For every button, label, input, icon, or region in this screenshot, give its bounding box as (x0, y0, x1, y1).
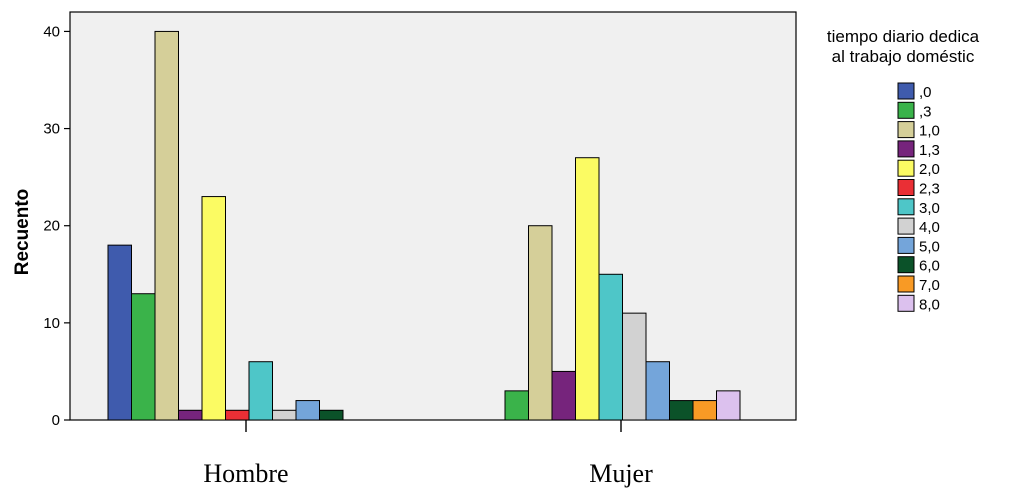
legend-label: 5,0 (919, 238, 940, 255)
legend-label: 2,3 (919, 181, 940, 198)
y-tick-label: 0 (52, 412, 60, 429)
legend-swatch (897, 275, 915, 293)
plot-area (69, 11, 797, 421)
legend-label: 2,0 (919, 161, 940, 178)
legend-label: 1,0 (919, 123, 940, 140)
bar-mujer-9 (669, 400, 694, 421)
y-tick-label: 40 (43, 23, 60, 40)
legend-swatch (897, 121, 915, 139)
legend-swatch (897, 179, 915, 196)
bar-hombre-3 (178, 409, 203, 421)
legend-swatch (897, 198, 915, 216)
bar-mujer-7 (622, 312, 647, 421)
x-axis: Hombre Mujer (203, 420, 653, 488)
legend-label: 3,0 (919, 200, 940, 217)
legend-label: 8,0 (919, 296, 940, 313)
y-tick-label: 20 (43, 218, 60, 235)
legend-swatch (897, 217, 915, 235)
bar-hombre-8 (295, 400, 320, 421)
bar-mujer-8 (645, 361, 670, 421)
legend-swatch (897, 101, 915, 119)
legend-swatch (897, 256, 915, 274)
bars (107, 30, 741, 421)
category-label-mujer: Mujer (589, 459, 653, 488)
bar-mujer-1 (504, 390, 529, 421)
legend-label: 1,3 (919, 142, 940, 159)
legend-label: ,3 (919, 103, 932, 120)
legend-swatch (897, 140, 915, 158)
y-tick-label: 10 (43, 315, 60, 332)
y-axis-label: Recuento (12, 189, 33, 276)
legend-title-line-2: al trabajo doméstic (832, 47, 975, 66)
bar-hombre-2 (154, 30, 179, 421)
bar-hombre-6 (248, 361, 273, 421)
legend-swatch (897, 294, 915, 312)
bar-hombre-5 (225, 409, 250, 421)
bar-mujer-2 (528, 225, 553, 421)
y-tick-label: 30 (43, 121, 60, 138)
bar-mujer-6 (598, 273, 623, 421)
bar-mujer-10 (692, 400, 717, 421)
bar-hombre-9 (319, 409, 344, 421)
bar-mujer-11 (716, 390, 741, 421)
bar-hombre-1 (131, 293, 156, 421)
legend-label: 6,0 (919, 258, 940, 275)
legend-label: 4,0 (919, 219, 940, 236)
bar-hombre-7 (272, 409, 297, 421)
bar-hombre-0 (107, 244, 132, 421)
y-axis: 0 10 20 30 40 (43, 23, 70, 429)
bar-mujer-3 (551, 370, 576, 421)
legend-label: ,0 (919, 84, 932, 101)
legend-swatch (897, 82, 915, 100)
legend-label: 7,0 (919, 277, 940, 294)
legend: tiempo diario dedica al trabajo doméstic… (827, 27, 980, 313)
bar-mujer-4 (575, 157, 600, 421)
legend-swatch (897, 159, 915, 177)
category-label-hombre: Hombre (203, 459, 288, 488)
legend-swatch (897, 236, 915, 254)
legend-title-line-1: tiempo diario dedica (827, 27, 980, 46)
bar-hombre-4 (201, 196, 226, 421)
